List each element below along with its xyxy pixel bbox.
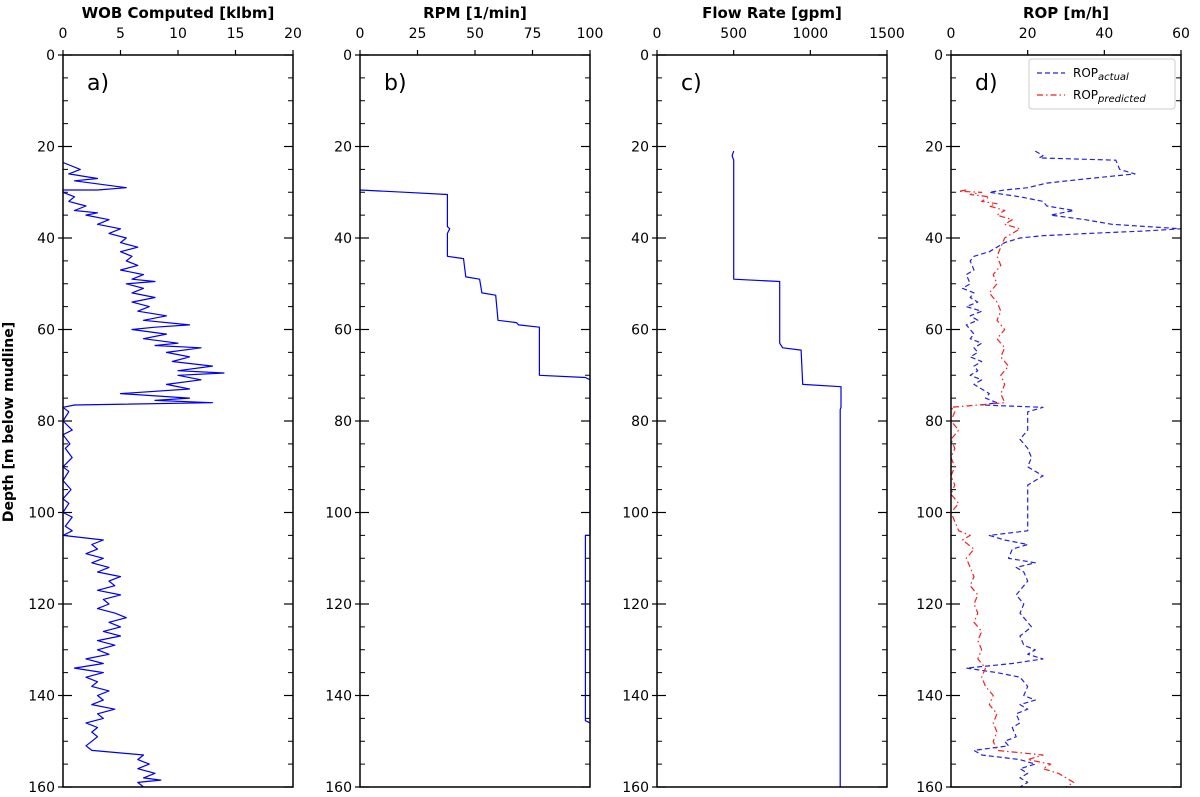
depth-tick-label: 80	[925, 414, 943, 430]
depth-tick-label: 40	[334, 231, 352, 247]
series-line-predicted	[950, 189, 1075, 788]
panel-label: d)	[975, 71, 998, 96]
x-tick-label: 60	[1172, 26, 1190, 42]
panel-frame	[359, 54, 591, 788]
series-line-series-0	[62, 161, 225, 788]
depth-tick-label: 0	[640, 48, 649, 64]
depth-tick-label: 100	[916, 506, 943, 522]
depth-tick-label: 60	[37, 323, 55, 339]
depth-tick-label: 140	[28, 689, 55, 705]
panel-label: b)	[384, 71, 407, 96]
depth-tick-label: 20	[334, 140, 352, 156]
depth-tick-label: 20	[37, 140, 55, 156]
x-tick-label: 1000	[793, 26, 829, 42]
x-tick-label: 10	[169, 26, 187, 42]
legend-entry: ROPpredicted	[1073, 88, 1146, 105]
series-line-series-0	[359, 189, 591, 724]
depth-axis-label: Depth [m below mudline]	[1, 322, 17, 522]
legend-entry-subscript: predicted	[1097, 94, 1146, 105]
series-line-series-0	[731, 150, 842, 787]
series-line-actual	[961, 150, 1182, 788]
depth-tick-label: 160	[916, 780, 943, 796]
depth-tick-label: 40	[925, 231, 943, 247]
legend-entry-name: ROP	[1073, 66, 1098, 80]
depth-tick-label: 140	[622, 689, 649, 705]
x-tick-label: 0	[947, 26, 956, 42]
x-tick-label: 500	[720, 26, 747, 42]
panel-title: RPM [1/min]	[423, 4, 527, 22]
x-tick-label: 20	[1019, 26, 1037, 42]
depth-tick-label: 120	[325, 597, 352, 613]
depth-tick-label: 160	[622, 780, 649, 796]
legend-box	[1028, 58, 1176, 110]
depth-tick-label: 60	[631, 323, 649, 339]
depth-tick-label: 80	[37, 414, 55, 430]
panel-title: ROP [m/h]	[1023, 4, 1109, 22]
x-tick-label: 0	[356, 26, 365, 42]
depth-tick-label: 100	[622, 506, 649, 522]
depth-tick-label: 100	[325, 506, 352, 522]
panel-frame	[656, 54, 888, 788]
depth-tick-label: 160	[28, 780, 55, 796]
panel-c-flow-rate: Flow Rate [gpm] 0 20 40 60 80 100 120 140 160 0 500…	[622, 4, 905, 796]
depth-tick-label: 40	[631, 231, 649, 247]
x-tick-label: 1500	[869, 26, 905, 42]
panel-label: c)	[681, 71, 702, 96]
x-tick-label: 40	[1095, 26, 1113, 42]
depth-tick-label: 120	[916, 597, 943, 613]
depth-tick-label: 0	[46, 48, 55, 64]
panel-b-rpm: RPM [1/min] 0 20 40 60 80 100 120 140 160 0 25 50 75 1…	[325, 4, 603, 796]
depth-tick-label: 120	[28, 597, 55, 613]
panel-label: a)	[87, 71, 109, 96]
x-tick-label: 100	[577, 26, 604, 42]
depth-tick-label: 140	[325, 689, 352, 705]
depth-tick-label: 0	[934, 48, 943, 64]
x-tick-label: 15	[227, 26, 245, 42]
depth-tick-label: 80	[631, 414, 649, 430]
x-tick-label: 5	[116, 26, 125, 42]
x-tick-label: 0	[59, 26, 68, 42]
depth-tick-label: 140	[916, 689, 943, 705]
depth-tick-label: 120	[622, 597, 649, 613]
x-tick-label: 25	[409, 26, 427, 42]
x-tick-label: 20	[284, 26, 302, 42]
depth-tick-label: 20	[925, 140, 943, 156]
x-tick-label: 0	[653, 26, 662, 42]
legend-entry: ROPactual	[1073, 66, 1129, 83]
depth-tick-label: 80	[334, 414, 352, 430]
legend-entry-subscript: actual	[1098, 72, 1129, 83]
depth-tick-label: 40	[37, 231, 55, 247]
depth-tick-label: 60	[334, 323, 352, 339]
panel-title: Flow Rate [gpm]	[702, 4, 842, 22]
depth-tick-label: 100	[28, 506, 55, 522]
panel-frame	[950, 54, 1182, 788]
depth-tick-label: 60	[925, 323, 943, 339]
x-tick-label: 50	[466, 26, 484, 42]
panel-a-wob: WOB Computed [klbm]020406080100120140160…	[28, 4, 302, 796]
panel-frame	[62, 54, 294, 788]
panel-d-rop: ROP [m/h] 0 20 40 60 80 100 120 140 160 0 20 40 60 d) R…	[916, 4, 1190, 796]
legend-entry-name: ROP	[1073, 88, 1098, 102]
depth-tick-label: 0	[343, 48, 352, 64]
depth-tick-label: 20	[631, 140, 649, 156]
depth-tick-label: 160	[325, 780, 352, 796]
x-tick-label: 75	[524, 26, 542, 42]
panel-title: WOB Computed [klbm]	[82, 4, 275, 22]
